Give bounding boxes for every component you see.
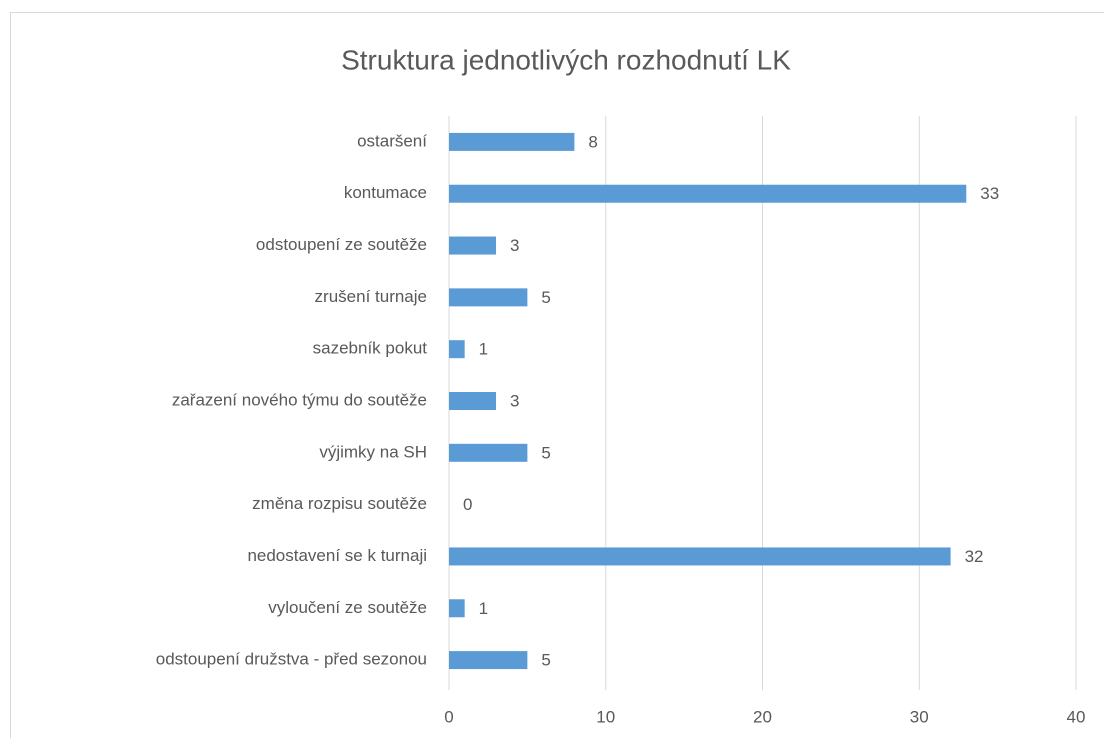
x-tick-label: 40 — [1067, 707, 1086, 726]
y-tick-label: vyloučení ze soutěže — [268, 598, 427, 617]
data-label: 3 — [510, 391, 519, 410]
data-label: 8 — [588, 132, 597, 151]
data-label: 3 — [510, 236, 519, 255]
bar — [449, 651, 528, 670]
data-label: 1 — [479, 599, 488, 618]
data-label: 33 — [980, 184, 999, 203]
x-tick-label: 30 — [910, 707, 929, 726]
y-tick-label: nedostavení se k turnaji — [247, 546, 427, 565]
y-tick-label: výjimky na SH — [319, 442, 427, 461]
bar — [449, 547, 951, 566]
data-label: 5 — [541, 443, 550, 462]
data-label: 1 — [479, 340, 488, 359]
data-label: 5 — [541, 651, 550, 670]
y-tick-label: odstoupení ze soutěže — [256, 235, 427, 254]
y-tick-label: ostaršení — [357, 131, 427, 150]
data-label: 32 — [965, 547, 984, 566]
x-tick-label: 10 — [596, 707, 615, 726]
y-tick-label: zrušení turnaje — [315, 287, 427, 306]
y-tick-label: sazebník pokut — [313, 339, 428, 358]
bar — [449, 599, 465, 618]
y-tick-label: odstoupení družstva - před sezonou — [156, 650, 427, 669]
bar — [449, 340, 465, 359]
bar — [449, 392, 497, 410]
y-tick-label: zařazení nového týmu do soutěže — [172, 390, 427, 409]
bar — [449, 288, 528, 307]
chart-border — [10, 12, 1104, 738]
bar — [449, 443, 528, 462]
x-tick-label: 0 — [444, 707, 453, 726]
bar — [449, 184, 967, 203]
y-tick-label: kontumace — [344, 183, 427, 202]
bar — [449, 132, 575, 151]
data-label: 5 — [541, 288, 550, 307]
x-tick-label: 20 — [753, 707, 772, 726]
bar — [449, 236, 497, 255]
y-tick-label: změna rozpisu soutěže — [252, 494, 427, 513]
data-label: 0 — [463, 495, 472, 514]
chart-title: Struktura jednotlivých rozhodnutí LK — [341, 44, 791, 75]
